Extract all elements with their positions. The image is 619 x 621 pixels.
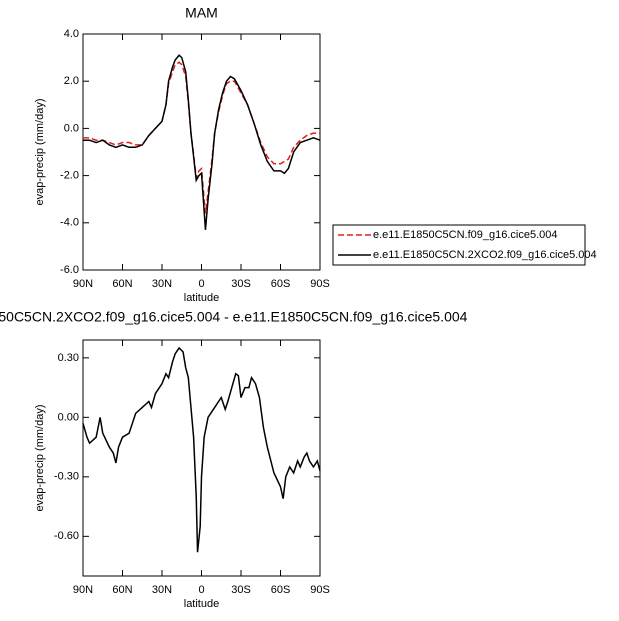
y-tick-label: 2.0 [64, 75, 79, 87]
chart-title: MAM [185, 5, 218, 21]
x-tick-label: 90S [310, 584, 330, 596]
chart-title: e.e11.E1850C5CN.2XCO2.f09_g16.cice5.004 … [0, 309, 468, 325]
plot-frame [82, 33, 321, 271]
x-tick-label: 60N [112, 584, 132, 596]
y-axis-label: evap-precip (mm/day) [34, 405, 46, 512]
x-tick-label: 30N [152, 278, 172, 290]
x-tick-label: 60N [112, 278, 132, 290]
x-axis-label: latitude [184, 292, 219, 304]
x-tick-label: 0 [198, 584, 204, 596]
plot-frame [82, 339, 321, 577]
y-tick-label: -4.0 [60, 217, 79, 229]
data-line [83, 61, 320, 214]
x-tick-label: 60S [271, 278, 291, 290]
x-tick-label: 90N [73, 278, 93, 290]
x-tick-label: 90N [73, 584, 93, 596]
legend-box [332, 224, 586, 266]
x-tick-label: 30S [231, 278, 251, 290]
x-tick-label: 30S [231, 584, 251, 596]
x-tick-label: 30N [152, 584, 172, 596]
y-tick-label: -6.0 [60, 264, 79, 276]
data-line [83, 54, 321, 230]
x-axis-label: latitude [184, 598, 219, 610]
y-tick-label: -0.60 [54, 530, 79, 542]
x-tick-label: 90S [310, 278, 330, 290]
y-tick-label: -2.0 [60, 170, 79, 182]
legend-label: e.e11.E1850C5CN.f09_g16.cice5.004 [373, 229, 558, 241]
x-tick-label: 60S [271, 584, 291, 596]
y-tick-label: 0.00 [58, 411, 79, 423]
y-tick-label: 0.0 [64, 122, 79, 134]
x-tick-label: 0 [198, 278, 204, 290]
data-line [82, 346, 321, 553]
legend-label: e.e11.E1850C5CN.2XCO2.f09_g16.cice5.004 [373, 249, 597, 261]
y-axis-label: evap-precip (mm/day) [34, 99, 46, 206]
y-tick-label: 0.30 [58, 352, 79, 364]
y-tick-label: 4.0 [64, 28, 79, 40]
y-tick-label: -0.30 [54, 471, 79, 483]
